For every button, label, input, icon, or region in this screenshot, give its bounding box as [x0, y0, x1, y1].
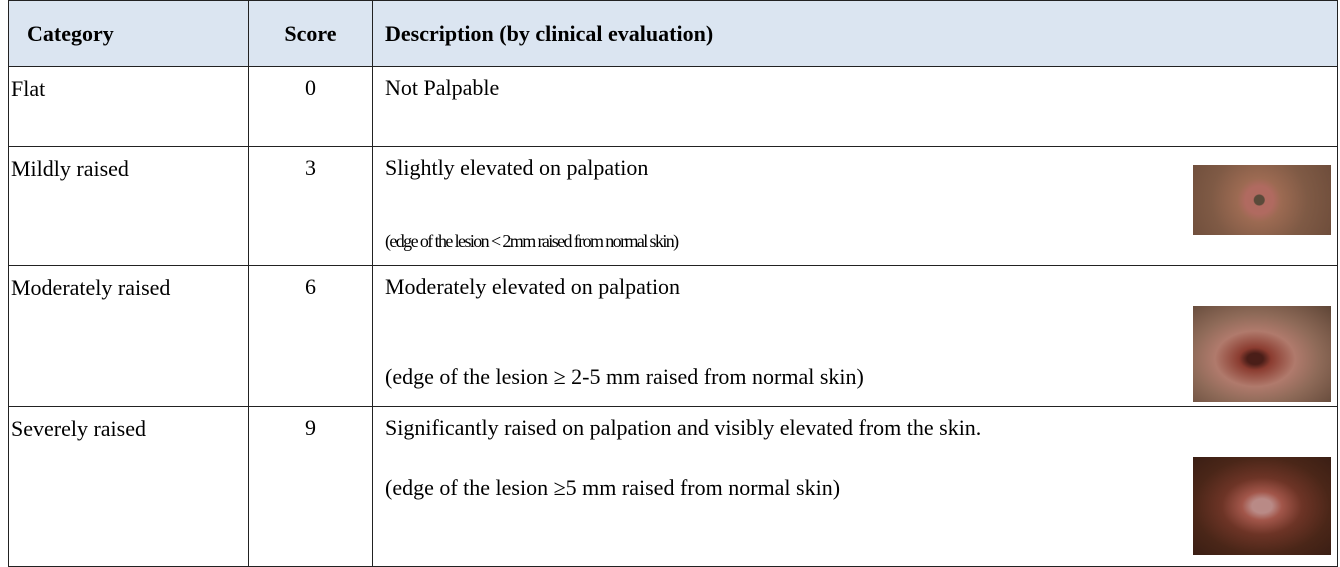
lesion-table: Category Score Description (by clinical …	[8, 0, 1338, 567]
description-cell: Slightly elevated on palpation (edge of …	[373, 147, 1338, 266]
score: 6	[249, 266, 373, 407]
note: (edge of the lesion ≥5 mm raised from no…	[385, 475, 840, 501]
lesion-photo	[1193, 306, 1331, 402]
category: Moderately raised	[9, 266, 249, 407]
description: Slightly elevated on palpation	[385, 155, 1325, 181]
lesion-photo	[1193, 457, 1331, 555]
category: Flat	[9, 67, 249, 147]
score: 0	[249, 67, 373, 147]
header-cell: Category	[9, 1, 249, 67]
description: Not Palpable	[385, 75, 1325, 101]
header-cell: Description (by clinical evaluation)	[373, 1, 1338, 67]
category: Mildly raised	[9, 147, 249, 266]
score: 9	[249, 407, 373, 567]
description: Moderately elevated on palpation	[385, 274, 1325, 300]
category: Severely raised	[9, 407, 249, 567]
row: Severely raised 9 Significantly raised o…	[9, 407, 1338, 567]
row: Moderately raised 6 Moderately elevated …	[9, 266, 1338, 407]
page: Category Score Description (by clinical …	[0, 0, 1340, 566]
header-row: Category Score Description (by clinical …	[9, 1, 1338, 67]
description-cell: Significantly raised on palpation and vi…	[373, 407, 1338, 567]
description-cell: Not Palpable	[373, 67, 1338, 147]
note: (edge of the lesion ≥ 2-5 mm raised from…	[385, 364, 864, 390]
description: Significantly raised on palpation and vi…	[385, 415, 1325, 441]
header-cell: Score	[249, 1, 373, 67]
description-cell: Moderately elevated on palpation (edge o…	[373, 266, 1338, 407]
lesion-photo	[1193, 165, 1331, 235]
note: (edge of the lesion < 2mm raised from no…	[385, 231, 678, 252]
row: Flat 0 Not Palpable	[9, 67, 1338, 147]
row: Mildly raised 3 Slightly elevated on pal…	[9, 147, 1338, 266]
score: 3	[249, 147, 373, 266]
